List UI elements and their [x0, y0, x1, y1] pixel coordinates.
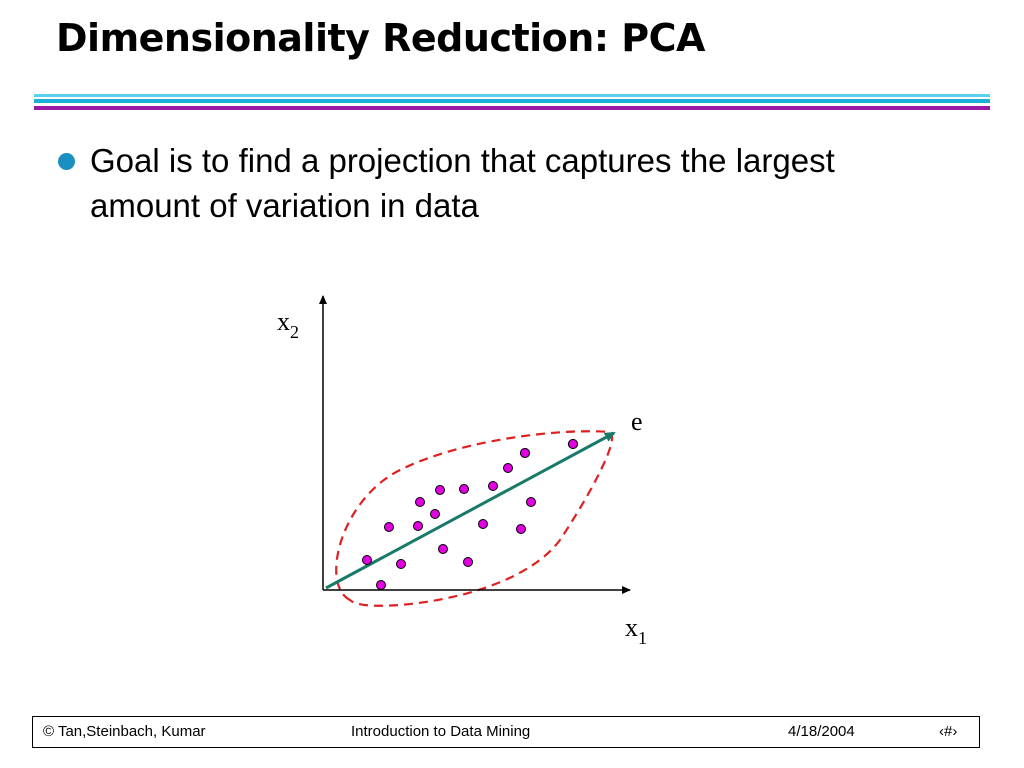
slide-footer: © Tan,Steinbach, Kumar Introduction to D… [32, 716, 980, 748]
data-point [415, 497, 425, 507]
title-rule-blue [34, 99, 990, 103]
data-point [413, 521, 423, 531]
data-point [384, 522, 394, 532]
vector-e-label: e [631, 407, 643, 436]
data-point [362, 555, 372, 565]
slide-title: Dimensionality Reduction: PCA [56, 16, 705, 60]
data-point [459, 484, 469, 494]
data-point [516, 524, 526, 534]
footer-date: 4/18/2004 [788, 723, 855, 740]
data-point [568, 439, 578, 449]
data-point [503, 463, 513, 473]
data-point [520, 448, 530, 458]
footer-page-number: ‹#› [939, 723, 958, 740]
data-point [463, 557, 473, 567]
data-points [362, 439, 578, 590]
data-point [396, 559, 406, 569]
data-point [488, 481, 498, 491]
y-axis-label: x2 [277, 307, 299, 342]
footer-course: Introduction to Data Mining [351, 723, 531, 740]
title-rule-light [34, 94, 990, 97]
footer-authors: © Tan,Steinbach, Kumar [43, 723, 206, 740]
principal-vector-e [325, 431, 616, 590]
data-point [430, 509, 440, 519]
data-point [526, 497, 536, 507]
data-point [376, 580, 386, 590]
data-point [478, 519, 488, 529]
bullet-dot-icon [58, 153, 75, 170]
bullet-text: Goal is to find a projection that captur… [90, 142, 835, 224]
title-rule-purple [34, 106, 990, 110]
data-point [438, 544, 448, 554]
pca-diagram: x2 x1 e [277, 295, 647, 648]
data-point [435, 485, 445, 495]
x-axis-label: x1 [625, 613, 647, 648]
